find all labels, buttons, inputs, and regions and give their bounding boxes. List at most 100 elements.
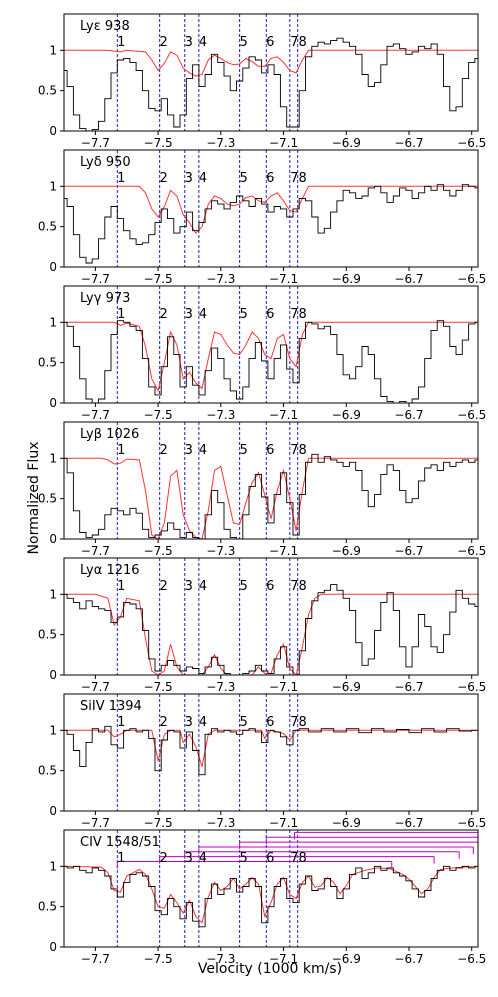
component-label-3: 3 <box>185 715 193 730</box>
y-tick-label: 0 <box>49 532 57 546</box>
data-line <box>64 320 478 403</box>
x-tick-label: −7.1 <box>269 408 298 422</box>
panel-title: Lyγ 973 <box>80 291 130 306</box>
component-label-6: 6 <box>266 851 274 866</box>
x-tick-label: −6.7 <box>394 680 423 694</box>
data-line <box>64 184 478 264</box>
component-label-2: 2 <box>160 307 168 322</box>
component-label-3: 3 <box>185 171 193 186</box>
component-label-2: 2 <box>160 443 168 458</box>
x-tick-label: −6.9 <box>332 544 361 558</box>
component-label-78: 78 <box>290 579 307 594</box>
x-tick-label: −6.5 <box>457 544 486 558</box>
component-label-6: 6 <box>266 35 274 50</box>
x-tick-label: −7.3 <box>206 680 235 694</box>
x-tick-label: −6.9 <box>332 408 361 422</box>
component-label-78: 78 <box>290 35 307 50</box>
x-tick-label: −7.7 <box>81 272 110 286</box>
panel-title: Lyδ 950 <box>80 155 131 170</box>
panel-1: 0 0.5 1 −7.7 −7.5 −7.3 −7.1 −6.9 −6.7 −6.5 1 2 3 4 5 6 7… <box>38 13 486 150</box>
y-tick-label: 0 <box>49 940 57 954</box>
component-label-6: 6 <box>266 579 274 594</box>
x-tick-label: −7.1 <box>269 816 298 830</box>
x-tick-label: −7.7 <box>81 544 110 558</box>
component-label-78: 78 <box>290 171 307 186</box>
component-label-78: 78 <box>290 443 307 458</box>
panel-title: Lyβ 1026 <box>80 427 139 442</box>
component-label-2: 2 <box>160 579 168 594</box>
model-line <box>64 729 478 767</box>
y-tick-label: 1 <box>49 43 57 57</box>
x-tick-label: −7.5 <box>144 816 173 830</box>
component-label-5: 5 <box>239 307 247 322</box>
component-label-5: 5 <box>239 35 247 50</box>
panel-frame <box>63 557 479 676</box>
component-label-4: 4 <box>199 715 207 730</box>
panel-frame <box>63 421 479 540</box>
y-tick-label: 0 <box>49 260 57 274</box>
y-tick-label: 0.5 <box>38 764 57 778</box>
x-tick-label: −7.3 <box>206 136 235 150</box>
x-tick-label: −6.9 <box>332 272 361 286</box>
component-label-5: 5 <box>239 443 247 458</box>
model-line <box>64 321 478 393</box>
component-label-2: 2 <box>160 851 168 866</box>
component-label-6: 6 <box>266 171 274 186</box>
component-label-6: 6 <box>266 307 274 322</box>
component-label-5: 5 <box>239 715 247 730</box>
x-tick-label: −7.7 <box>81 408 110 422</box>
x-axis-label: Velocity (1000 km/s) <box>198 961 342 977</box>
x-tick-label: −7.5 <box>144 136 173 150</box>
x-tick-label: −7.5 <box>144 408 173 422</box>
x-tick-label: −6.7 <box>394 952 423 966</box>
x-tick-label: −7.3 <box>206 408 235 422</box>
component-label-1: 1 <box>117 851 125 866</box>
component-label-5: 5 <box>239 579 247 594</box>
x-tick-label: −7.1 <box>269 136 298 150</box>
x-tick-label: −6.5 <box>457 408 486 422</box>
x-tick-label: −6.9 <box>332 952 361 966</box>
x-tick-label: −7.3 <box>206 272 235 286</box>
component-label-4: 4 <box>199 171 207 186</box>
component-label-3: 3 <box>185 35 193 50</box>
component-label-4: 4 <box>199 851 207 866</box>
x-tick-label: −6.7 <box>394 544 423 558</box>
y-tick-label: 0.5 <box>38 900 57 914</box>
x-tick-label: −7.1 <box>269 544 298 558</box>
panel-frame <box>63 693 479 812</box>
x-tick-label: −7.7 <box>81 136 110 150</box>
component-label-6: 6 <box>266 443 274 458</box>
model-line <box>64 865 478 924</box>
component-label-2: 2 <box>160 35 168 50</box>
panel-5: 0 0.5 1 −7.7 −7.5 −7.3 −7.1 −6.9 −6.7 −6.5 1 2 3 4 5 6 7… <box>38 557 486 694</box>
x-tick-label: −7.7 <box>81 680 110 694</box>
x-tick-label: −6.9 <box>332 816 361 830</box>
component-label-78: 78 <box>290 851 307 866</box>
data-line <box>64 37 478 131</box>
component-label-3: 3 <box>185 307 193 322</box>
model-line <box>64 457 478 539</box>
component-label-5: 5 <box>239 171 247 186</box>
panel-title: SiIV 1394 <box>80 699 142 714</box>
x-tick-label: −7.1 <box>269 272 298 286</box>
component-label-6: 6 <box>266 715 274 730</box>
model-line <box>64 593 478 675</box>
component-label-4: 4 <box>199 35 207 50</box>
x-tick-label: −7.1 <box>269 952 298 966</box>
x-tick-label: −7.5 <box>144 272 173 286</box>
panel-3: 0 0.5 1 −7.7 −7.5 −7.3 −7.1 −6.9 −6.7 −6.5 1 2 3 4 5 6 7… <box>38 285 486 422</box>
x-tick-label: −6.5 <box>457 680 486 694</box>
component-label-3: 3 <box>185 851 193 866</box>
panel-7: 0 0.5 1 −7.7 −7.5 −7.3 −7.1 −6.9 −6.7 −6.5 1 2 3 4 5 6 7… <box>38 829 486 966</box>
y-tick-label: 0.5 <box>38 220 57 234</box>
panel-title: Lyα 1216 <box>80 563 140 578</box>
x-tick-label: −6.5 <box>457 816 486 830</box>
component-label-5: 5 <box>239 851 247 866</box>
component-label-1: 1 <box>117 171 125 186</box>
data-line <box>64 725 478 776</box>
x-tick-label: −7.3 <box>206 952 235 966</box>
x-tick-label: −6.7 <box>394 272 423 286</box>
data-line <box>64 453 478 539</box>
component-label-4: 4 <box>199 307 207 322</box>
